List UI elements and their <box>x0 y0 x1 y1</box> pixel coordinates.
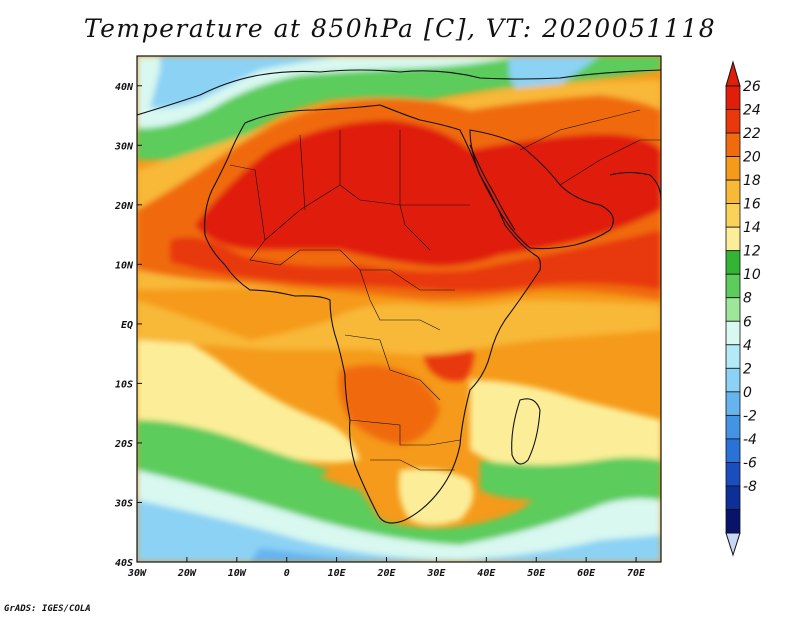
colorbar-label: -2 <box>743 408 757 424</box>
coastlines <box>137 69 661 524</box>
field-north-blue-east <box>508 56 600 93</box>
colorbar-label: 24 <box>743 103 761 119</box>
colorbar-label: 14 <box>743 220 761 236</box>
field-atlantic-green <box>137 420 330 490</box>
lat-tick-label: 10N <box>115 260 134 271</box>
colorbar-box <box>725 179 741 205</box>
credit-text: GrADS: IGES/COLA <box>4 604 91 614</box>
field-atlantic-cool <box>137 330 360 463</box>
colorbar-box <box>725 203 741 228</box>
colorbar-label: -6 <box>743 455 757 471</box>
colorbar-box <box>725 485 741 510</box>
colorbar-label: 6 <box>743 314 752 330</box>
lat-tick-label: 30N <box>114 141 134 152</box>
colorbar-label: -8 <box>743 479 757 495</box>
lat-tick-label: 40S <box>115 558 133 569</box>
colorbar-box <box>725 132 741 157</box>
colorbar-box <box>725 462 741 487</box>
lon-tick-label: 60E <box>577 568 596 579</box>
colorbar-box <box>725 509 741 534</box>
colorbar-label: 22 <box>743 126 761 142</box>
colorbar-box <box>725 344 741 369</box>
arabia-coastline <box>469 129 614 250</box>
colorbar-bottom-triangle <box>725 532 741 557</box>
colorbar-label: 10 <box>743 267 761 283</box>
lat-tick-label: 40N <box>115 82 134 93</box>
africa-coastline <box>204 104 541 524</box>
lon-tick-label: 70E <box>627 568 646 579</box>
field-north-blue <box>150 56 340 109</box>
colorbar-box <box>725 297 741 322</box>
colorbar-label: 8 <box>743 291 752 307</box>
field-south-africa-yellow <box>398 468 474 525</box>
temperature-field <box>137 56 661 562</box>
field-south-ocean-blue <box>137 500 661 562</box>
colorbar-label: 2 <box>743 361 752 377</box>
colorbar-box <box>725 156 741 181</box>
colorbar-box <box>725 391 741 416</box>
lon-tick-label: 20E <box>376 568 396 579</box>
madagascar-coastline <box>511 398 541 465</box>
colorbar-box <box>725 250 741 275</box>
colorbar-box <box>725 414 741 440</box>
colorbar-label: -4 <box>743 432 757 448</box>
lon-tick-label: 50E <box>527 568 546 579</box>
field-south-ocean-deep <box>250 548 440 562</box>
field-southern-africa-hot <box>338 365 440 445</box>
colorbar-box <box>725 226 741 252</box>
colorbar-label: 16 <box>743 197 761 213</box>
lat-tick-label: 10S <box>115 379 133 390</box>
lon-tick-label: 10E <box>328 568 347 579</box>
lat-tick-label: 20S <box>114 439 133 450</box>
political-borders <box>229 109 661 471</box>
colorbar-label: 4 <box>743 338 752 354</box>
colorbar-box <box>725 367 741 393</box>
field-tropics-yellow <box>137 300 661 355</box>
colorbar-box <box>725 109 741 134</box>
field-sahara-core2 <box>170 230 661 292</box>
colorbar-boxes <box>725 60 741 557</box>
colorbar-label: 0 <box>743 385 752 401</box>
field-indian-green <box>480 457 661 500</box>
colorbar-label: 26 <box>743 79 761 95</box>
colorbar-top-triangle <box>725 60 741 87</box>
colorbar-label: 12 <box>743 244 761 260</box>
lon-tick-label: 10W <box>228 568 247 579</box>
lon-tick-label: 20W <box>177 568 197 579</box>
lon-tick-label: 40E <box>477 568 496 579</box>
europe-coastline <box>137 69 661 116</box>
map-axis-ticks: 30W 20W 10W 0 10E 20E 30E 40E 50E 60E 70E 40N 30N 20N… <box>114 82 646 579</box>
colorbar-label: 20 <box>743 150 761 166</box>
map-title: Temperature at 850hPa [C], VT: 202005111… <box>83 14 717 43</box>
india-coastline <box>609 171 661 201</box>
lon-tick-label: 30W <box>127 568 147 579</box>
colorbar-label: 18 <box>743 173 761 189</box>
lat-tick-label: 20N <box>114 201 134 212</box>
colorbar-box <box>725 85 741 110</box>
lat-tick-label: 30S <box>114 498 133 509</box>
lon-tick-label: 0 <box>284 568 290 579</box>
lat-tick-label: EQ <box>121 320 133 331</box>
colorbar-box <box>725 438 741 463</box>
lon-tick-label: 30E <box>426 568 446 579</box>
field-indian-yellow <box>470 380 661 470</box>
red-sea <box>469 144 516 231</box>
colorbar-box <box>725 320 741 346</box>
map-frame <box>136 55 662 563</box>
field-sahara-core <box>195 120 661 267</box>
colorbar-box <box>725 273 741 299</box>
